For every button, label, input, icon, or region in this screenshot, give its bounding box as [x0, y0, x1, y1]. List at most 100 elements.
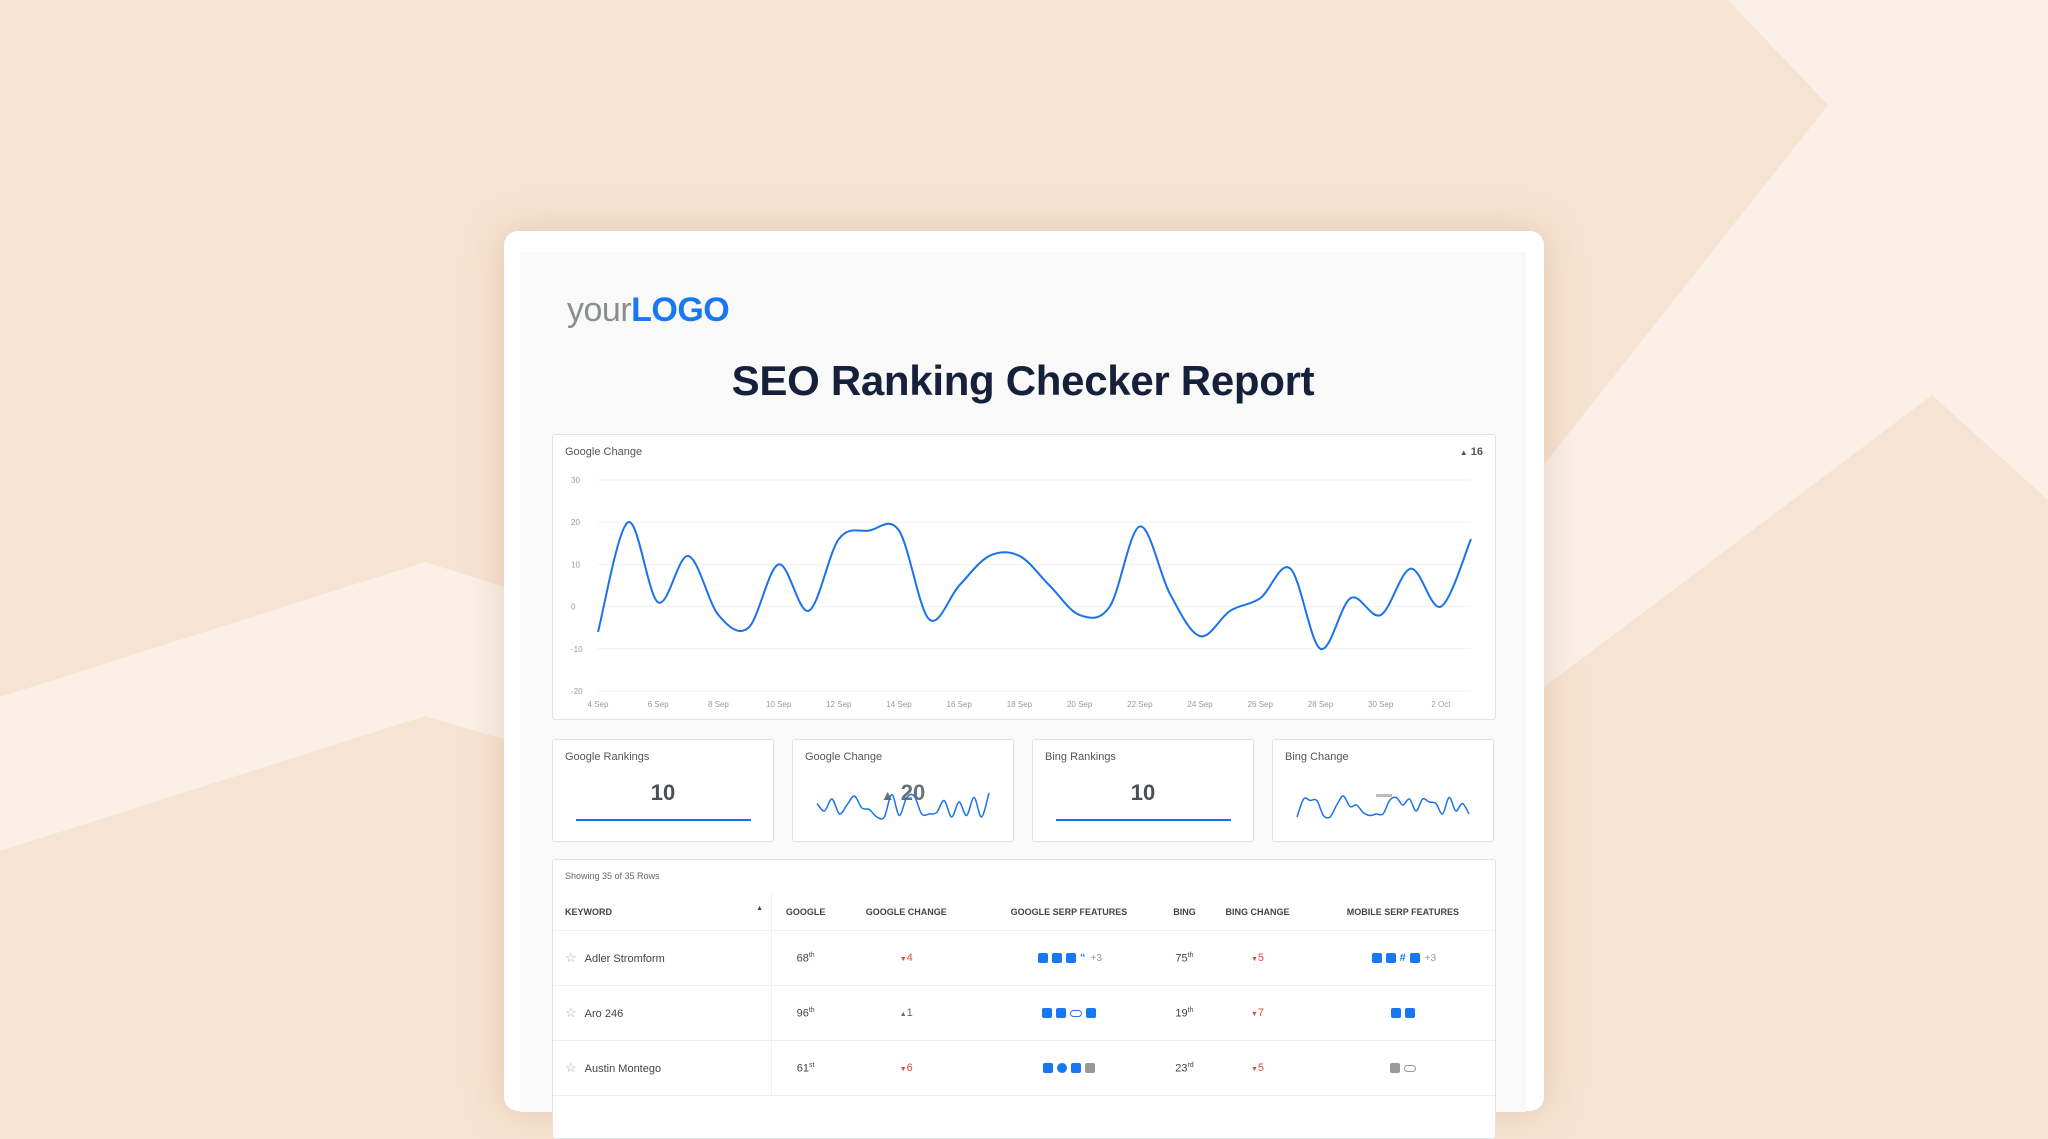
svg-text:30: 30 — [571, 476, 580, 485]
bing-rank: 23rd — [1164, 1040, 1205, 1096]
bing-rank: 75th — [1164, 930, 1205, 986]
up-arrow-icon: ▲ — [1459, 448, 1468, 457]
graduation-cap-icon — [1385, 953, 1396, 964]
calculator-icon — [1084, 1063, 1095, 1074]
svg-text:10: 10 — [571, 560, 580, 569]
keyword-cell: ☆ Austin Montego — [553, 1040, 772, 1096]
google-change: ▲1 — [839, 985, 974, 1041]
graduation-cap-icon — [1052, 953, 1062, 964]
tile-value: 10 — [650, 780, 676, 805]
featured-snippet-icon — [1390, 1008, 1401, 1019]
google-serp-features — [973, 985, 1165, 1041]
keyword-table-panel: Showing 35 of 35 Rows Keyword ▲ Google Go… — [552, 859, 1496, 1139]
keyword-cell: ☆ Aro 246 — [553, 985, 772, 1041]
google-serp-features — [973, 1040, 1165, 1096]
report-card: yourLOGO SEO Ranking Checker Report Goog… — [504, 231, 1544, 1139]
calculator-icon — [1066, 953, 1076, 964]
google-serp-features: “ +3 — [973, 930, 1165, 986]
col-google-serp[interactable]: Google SERP Features — [973, 894, 1165, 931]
sparkline — [1296, 795, 1470, 819]
chart-delta: ▲ 16 — [1459, 446, 1483, 458]
svg-text:-20: -20 — [571, 687, 583, 696]
sparkline — [1056, 819, 1231, 821]
google-rank: 96th — [771, 985, 840, 1041]
col-bing-change[interactable]: Bing Change — [1204, 894, 1311, 931]
col-keyword[interactable]: Keyword ▲ — [553, 894, 772, 931]
svg-text:6 Sep: 6 Sep — [648, 700, 669, 709]
svg-text:10 Sep: 10 Sep — [766, 700, 792, 709]
down-arrow-icon: ▼ — [1250, 956, 1258, 963]
more-features[interactable]: +3 — [1424, 952, 1437, 964]
table-row[interactable]: ☆ Adler Stromform 68th ▼4 “ +3 75th ▼5 # +3 — [553, 930, 1495, 986]
row-count: Showing 35 of 35 Rows — [565, 871, 660, 881]
svg-text:22 Sep: 22 Sep — [1127, 700, 1153, 709]
svg-text:2 Oct: 2 Oct — [1431, 700, 1451, 709]
report-body: yourLOGO SEO Ranking Checker Report Goog… — [520, 252, 1526, 1139]
svg-text:8 Sep: 8 Sep — [708, 700, 729, 709]
table-row[interactable]: ☆ Austin Montego 61st ▼6 23rd ▼5 — [553, 1040, 1495, 1096]
mobile-serp-features — [1310, 985, 1495, 1041]
col-google-change[interactable]: Google Change — [839, 894, 974, 931]
up-arrow-icon: ▲ — [880, 787, 895, 803]
down-arrow-icon: ▼ — [1250, 1066, 1258, 1073]
tile-value: 10 — [1130, 780, 1156, 805]
star-icon[interactable]: ☆ — [565, 950, 577, 965]
sparkline — [816, 792, 990, 820]
page-title: SEO Ranking Checker Report — [731, 357, 1315, 404]
line-chart: 30 20 10 0 -10 -20 4 Sep 6 Sep 8 Sep 10 Sep 12 Sep… — [571, 476, 1472, 709]
google-rank: 68th — [771, 930, 840, 986]
google-rank: 61st — [771, 1040, 840, 1096]
col-google[interactable]: Google — [771, 894, 840, 931]
chart-title: Google Change — [565, 446, 643, 458]
google-change: ▼6 — [839, 1040, 974, 1096]
mobile-serp-features — [1310, 1040, 1495, 1096]
bing-change: ▼5 — [1204, 1040, 1311, 1096]
link-icon — [1069, 1009, 1082, 1017]
image-icon — [1409, 953, 1420, 964]
svg-text:16 Sep: 16 Sep — [947, 700, 973, 709]
bing-change: ▼5 — [1204, 930, 1311, 986]
faq-icon — [1085, 1008, 1096, 1019]
tile-label: Bing Rankings — [1045, 751, 1116, 763]
video-icon — [1056, 1063, 1067, 1074]
keyword-cell: ☆ Adler Stromform — [553, 930, 772, 986]
logo-brand: LOGO — [631, 291, 730, 329]
tile-bing-change: Bing Change — [1272, 739, 1494, 842]
ad-icon — [1038, 953, 1048, 964]
list-icon — [1042, 1063, 1053, 1074]
tile-label: Bing Change — [1285, 751, 1349, 763]
mobile-serp-features: # +3 — [1310, 930, 1495, 986]
svg-text:24 Sep: 24 Sep — [1187, 700, 1213, 709]
quote-icon: “ — [1080, 952, 1086, 965]
logo: yourLOGO — [567, 290, 730, 330]
down-arrow-icon: ▼ — [1250, 1011, 1258, 1018]
logo-prefix: your — [567, 291, 632, 329]
svg-text:30 Sep: 30 Sep — [1368, 700, 1394, 709]
svg-text:4 Sep: 4 Sep — [588, 700, 609, 709]
up-arrow-icon: ▲ — [899, 1011, 907, 1018]
svg-text:12 Sep: 12 Sep — [826, 700, 852, 709]
bing-rank: 19th — [1164, 985, 1205, 1041]
graduation-cap-icon — [1041, 1008, 1052, 1019]
more-features[interactable]: +3 — [1090, 952, 1102, 964]
table-row[interactable]: ☆ Aro 246 96th ▲1 19th ▼7 — [553, 985, 1495, 1041]
tile-label: Google Change — [805, 751, 883, 763]
keyword-table: Keyword ▲ Google Google Change Google SER… — [553, 894, 1495, 1096]
svg-text:28 Sep: 28 Sep — [1308, 700, 1334, 709]
google-change: ▼4 — [839, 930, 974, 986]
svg-text:20 Sep: 20 Sep — [1067, 700, 1093, 709]
col-bing[interactable]: Bing — [1164, 894, 1205, 931]
google-change-chart: Google Change ▲ 16 30 20 10 0 -10 -20 4 Sep 6 S… — [552, 434, 1496, 720]
hashtag-icon: # — [1399, 952, 1406, 965]
down-arrow-icon: ▼ — [899, 1066, 907, 1073]
no-change-dash — [1376, 794, 1392, 797]
star-icon[interactable]: ☆ — [565, 1060, 577, 1075]
sort-asc-icon[interactable]: ▲ — [756, 905, 763, 912]
svg-text:26 Sep: 26 Sep — [1248, 700, 1274, 709]
svg-text:14 Sep: 14 Sep — [886, 700, 912, 709]
col-mobile-serp[interactable]: Mobile SERP Features — [1310, 894, 1495, 931]
bing-change: ▼7 — [1204, 985, 1311, 1041]
tile-label: Google Rankings — [565, 751, 650, 763]
link-icon — [1403, 1064, 1416, 1072]
star-icon[interactable]: ☆ — [565, 1005, 577, 1020]
